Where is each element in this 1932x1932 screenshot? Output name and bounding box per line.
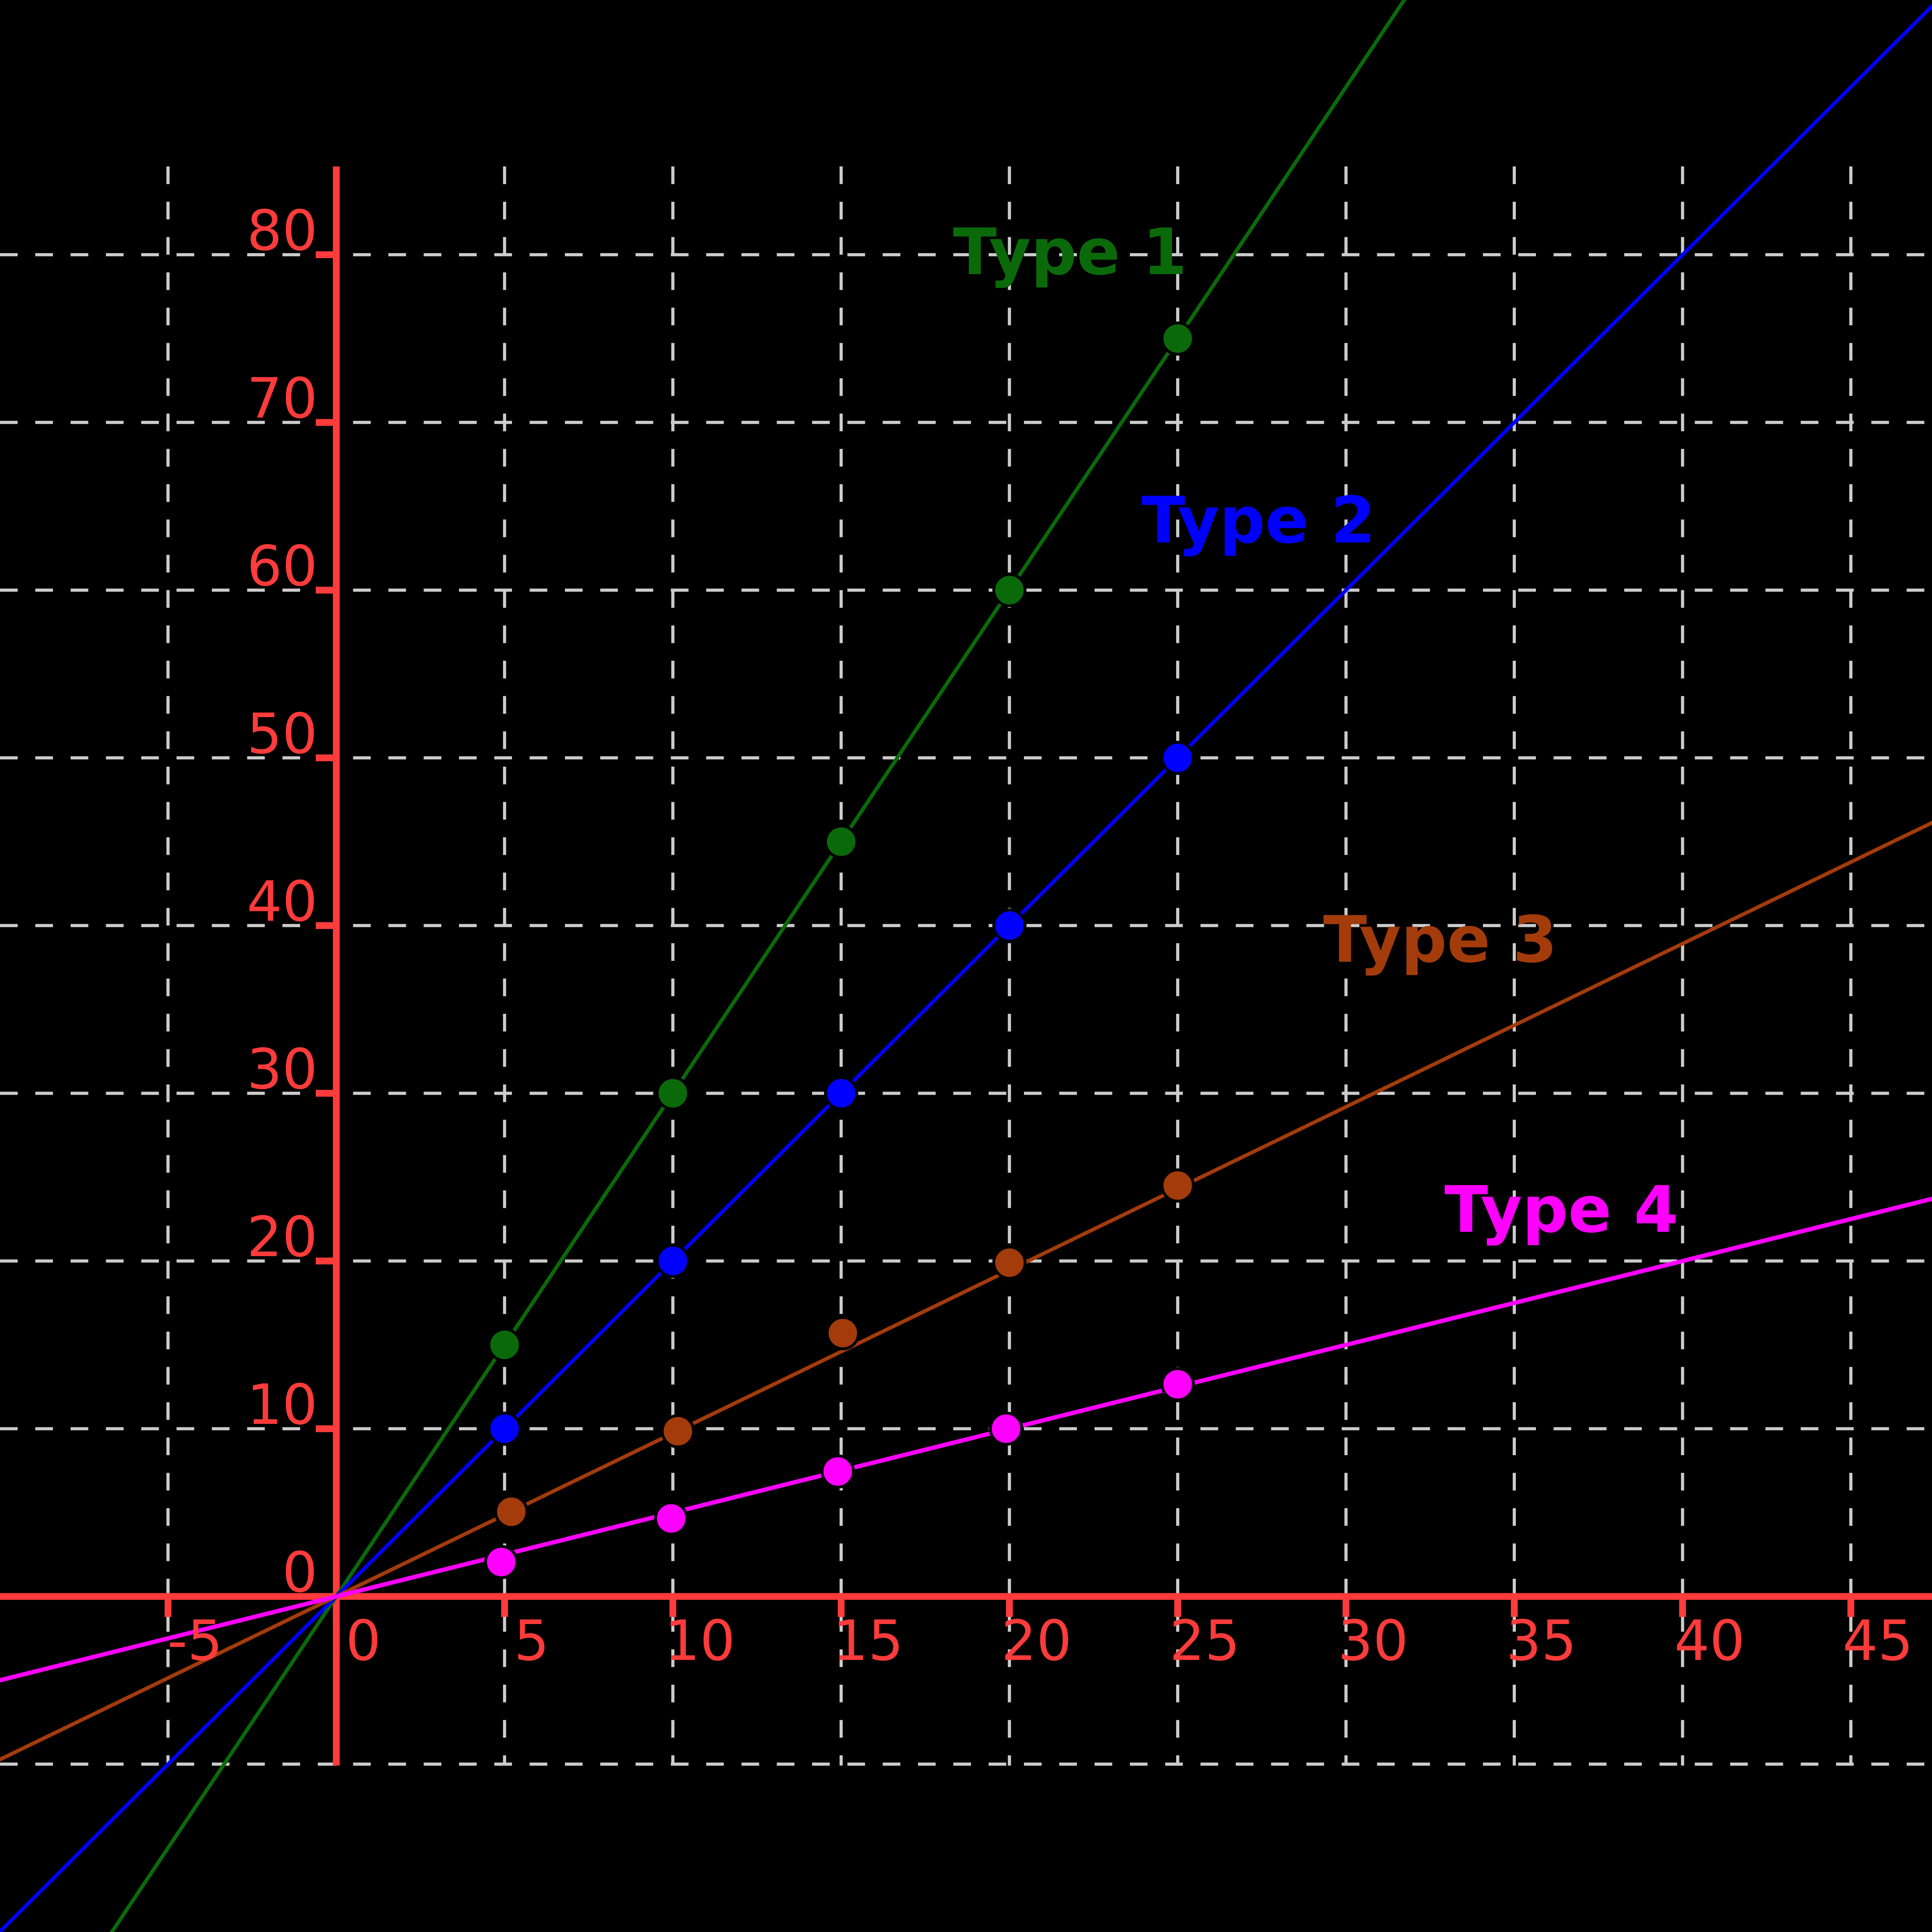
data-point-type-2: [992, 908, 1027, 943]
x-tick-label: 5: [514, 1609, 549, 1673]
axes: [0, 166, 1932, 1766]
tick-labels: -5 0 5 10 15 20 25 30 35 40 45 0 10 20 30 40 50 60 70 80: [167, 199, 1913, 1673]
data-point-type-4: [1160, 1367, 1195, 1401]
y-tick-label: 50: [247, 702, 318, 766]
series-label-type-2: Type 2: [1141, 483, 1376, 558]
data-point-type-4: [484, 1545, 519, 1579]
data-point-type-2: [1160, 741, 1195, 775]
data-points: [484, 321, 1195, 1579]
y-tick-label: 40: [247, 869, 318, 934]
x-tick-label: 0: [346, 1609, 381, 1673]
y-tick-label: 80: [247, 199, 318, 263]
series-labels: Type 1 Type 2 Type 3 Type 4: [953, 215, 1678, 1247]
data-point-type-2: [487, 1412, 522, 1446]
series-label-type-1: Type 1: [953, 215, 1187, 289]
x-tick-label: 45: [1843, 1609, 1913, 1673]
y-tick-label: 70: [247, 366, 318, 431]
series-line-type-4: [0, 1196, 1932, 1683]
data-point-type-2: [656, 1244, 690, 1278]
x-tick-label: -5: [167, 1609, 223, 1673]
data-point-type-1: [1160, 321, 1195, 356]
data-point-type-1: [824, 825, 859, 859]
data-point-type-1: [992, 573, 1027, 607]
x-tick-label: 40: [1674, 1609, 1745, 1673]
x-tick-label: 20: [1001, 1609, 1072, 1673]
x-tick-label: 25: [1169, 1609, 1240, 1673]
data-point-type-3: [1160, 1168, 1195, 1203]
y-tick-label: 60: [247, 534, 318, 599]
y-tick-label: 20: [247, 1205, 318, 1269]
data-point-type-1: [487, 1328, 522, 1362]
series-line-type-3: [0, 820, 1932, 1762]
y-tick-label: 0: [282, 1540, 317, 1605]
series-label-type-4: Type 4: [1444, 1173, 1679, 1247]
data-point-type-3: [494, 1495, 529, 1529]
x-tick-label: 15: [833, 1609, 903, 1673]
axis-ticks: [164, 251, 1854, 1617]
y-tick-label: 30: [247, 1037, 318, 1102]
data-point-type-4: [820, 1454, 855, 1489]
x-tick-label: 10: [665, 1609, 735, 1673]
data-point-type-3: [992, 1245, 1027, 1280]
data-point-type-2: [824, 1076, 859, 1111]
data-point-type-1: [656, 1076, 690, 1111]
data-point-type-4: [989, 1412, 1023, 1446]
data-point-type-4: [654, 1501, 689, 1536]
y-tick-label: 10: [247, 1372, 318, 1437]
data-point-type-3: [826, 1316, 860, 1350]
series-label-type-3: Type 3: [1323, 903, 1557, 977]
x-tick-label: 30: [1338, 1609, 1408, 1673]
x-tick-label: 35: [1506, 1609, 1577, 1673]
chart-background: [0, 166, 1932, 1766]
data-point-type-3: [661, 1414, 695, 1449]
